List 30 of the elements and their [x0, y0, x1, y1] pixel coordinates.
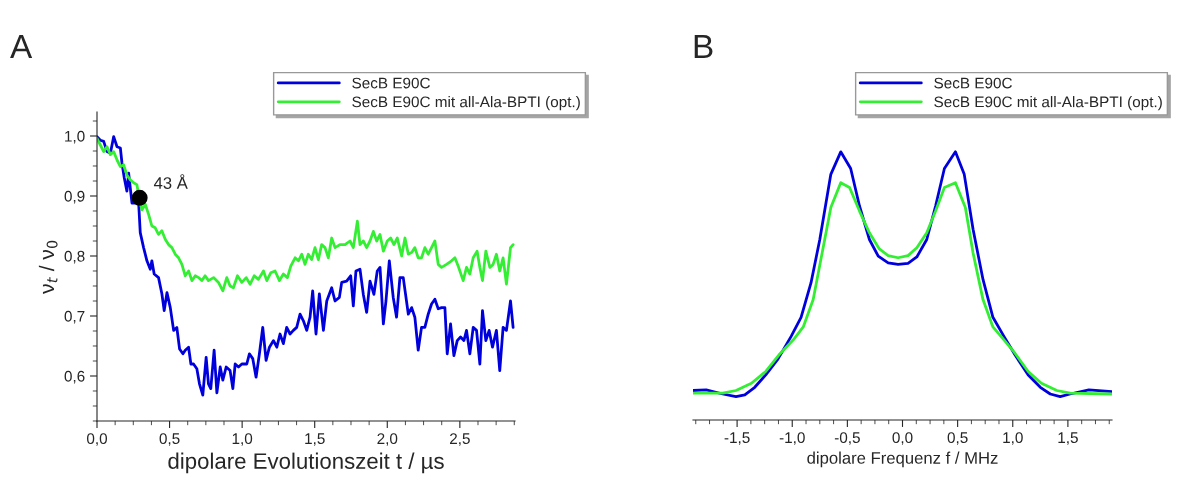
x-tick-label: -1,5 [724, 432, 750, 445]
y-tick-label: 0,7 [64, 310, 85, 324]
line-series [97, 135, 515, 397]
legend-label: SecB E90C mit all-Ala-BPTI (opt.) [352, 96, 580, 111]
x-tick-label: 0,5 [159, 433, 180, 446]
y-tick-label: 1,0 [65, 130, 85, 144]
annotation: 43 Å [153, 174, 188, 189]
x-tick-label: 2,5 [450, 433, 470, 446]
x-tick-label: 1,0 [1003, 432, 1023, 445]
x-tick-label: -1,0 [779, 432, 805, 445]
x-axis-title: dipolare Evolutionszeit t / µs [168, 452, 444, 474]
x-tick-label: 1,5 [305, 433, 325, 446]
x-axis-title: dipolare Frequenz f / MHz [807, 451, 998, 468]
legend-label: SecB E90C [352, 77, 430, 89]
x-tick-label: -0,5 [834, 432, 860, 445]
legend-label: SecB E90C mit all-Ala-BPTI (opt.) [934, 96, 1162, 111]
chart-title: A [10, 35, 33, 58]
y-tick-label: 0,6 [64, 370, 85, 384]
line-series [97, 137, 515, 293]
x-tick-label: 1,0 [232, 433, 253, 446]
x-tick-label: 0,5 [947, 432, 968, 445]
y-tick-label: 0,8 [64, 250, 85, 264]
x-tick-label: 2,0 [377, 433, 398, 446]
x-tick-label: 0,0 [892, 432, 913, 445]
x-tick-label: 0,0 [86, 433, 108, 446]
y-tick-label: 0,9 [64, 190, 85, 204]
chart-title: B [694, 35, 713, 58]
y-axis-title: ν$_{t}$ / ν$_{0}$ [38, 240, 58, 294]
x-tick-label: 1,5 [1058, 432, 1078, 445]
legend-label: SecB E90C [934, 77, 1012, 89]
